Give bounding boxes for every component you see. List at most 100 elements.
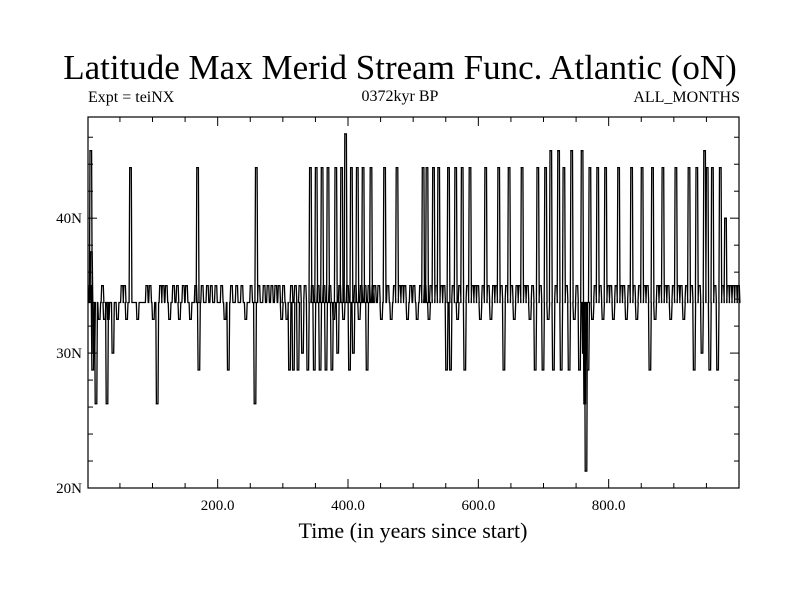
data-point [449,369,451,371]
data-point [412,285,414,287]
data-point [737,285,739,287]
data-point [658,285,661,287]
data-point [731,285,734,287]
data-point [342,318,344,320]
data-point [492,285,494,287]
data-point [640,167,642,169]
data-point [515,285,517,287]
data-point [591,318,593,320]
data-point [552,369,554,371]
data-point [406,318,408,320]
chart-title: Latitude Max Merid Stream Func. Atlantic… [63,48,737,87]
data-point [456,318,458,320]
data-point [294,285,296,287]
data-point [301,352,303,354]
x-tick-label: 400.0 [331,498,365,514]
data-point [559,369,562,371]
y-tick-label: 20N [56,481,82,497]
data-point [223,318,225,320]
data-point [674,167,676,169]
data-point [419,285,421,287]
data-point [298,285,300,287]
data-point [244,318,246,320]
data-point [539,285,541,287]
data-point [463,369,465,371]
data-point [454,167,456,169]
data-point [383,167,385,169]
data-point [254,167,257,169]
data-point [200,285,202,287]
data-point [148,285,150,287]
data-point [661,167,663,169]
data-point [105,403,107,405]
data-point [172,285,174,287]
data-point [429,285,431,287]
data-point [653,318,655,320]
data-point [557,150,559,152]
data-point [695,167,697,169]
data-point [145,285,147,287]
data-point [546,318,549,320]
data-point [393,285,395,287]
data-point [584,470,586,472]
data-point [316,285,318,287]
data-point [389,318,391,320]
data-point [400,285,402,287]
data-point [447,167,449,169]
experiment-label: Expt = teiNX [88,89,175,106]
y-tick-label: 40N [56,211,82,227]
data-point [679,285,682,287]
data-point [570,150,572,152]
data-point [120,285,122,287]
data-point [306,369,308,371]
data-point [338,285,340,287]
data-point [361,167,363,169]
data-point [352,352,354,354]
data-point [494,285,496,287]
data-point [582,352,584,354]
data-point [656,285,658,287]
data-point [473,285,475,287]
data-point [627,285,629,287]
time-period-label: 0372kyr BP [361,88,439,105]
data-point [442,285,444,287]
data-point [518,285,520,287]
data-point [332,318,334,320]
data-point [240,285,242,287]
data-point [510,285,512,287]
data-point [471,285,473,287]
data-point [625,318,627,320]
data-point [371,285,373,287]
data-point [711,167,713,169]
data-point [692,369,695,371]
data-point [484,167,486,169]
data-point [565,285,567,287]
data-point [541,369,543,371]
data-point [310,285,313,287]
data-point [648,369,650,371]
data-point [619,285,622,287]
data-point [523,285,525,287]
data-point [101,285,103,287]
data-point [596,167,598,169]
data-point [194,285,196,287]
series-line [88,133,741,472]
data-point [373,285,375,287]
data-point [630,167,632,169]
data-point [726,285,728,287]
data-point [698,285,700,287]
data-point [724,217,726,219]
data-point [425,167,427,169]
data-point [632,285,635,287]
data-point [330,369,332,371]
data-point [322,285,324,287]
data-point [97,318,99,320]
data-point [257,285,259,287]
data-point [499,285,502,287]
data-point [116,318,118,320]
data-point [125,318,127,320]
data-point [155,403,157,405]
data-point [197,369,199,371]
x-tick-label: 800.0 [592,498,626,514]
data-point [181,285,184,287]
